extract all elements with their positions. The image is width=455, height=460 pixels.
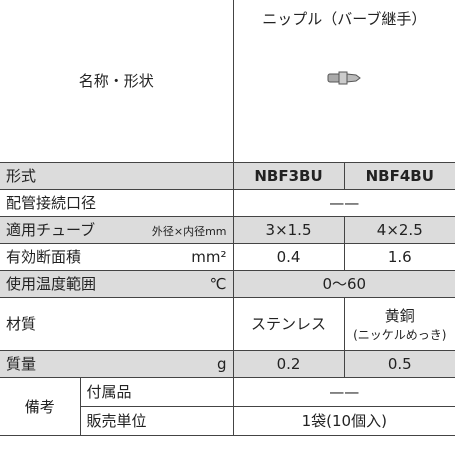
unit: 外径×内径mm — [151, 225, 227, 238]
cell: 1.6 — [343, 242, 455, 271]
cell: 黄銅 (ニッケルめっき) — [343, 296, 455, 351]
header-row: 名称・形状 ニップル（バーブ継手） — [0, 0, 455, 163]
cell: ステンレス — [232, 296, 345, 351]
material: 黄銅 — [384, 306, 415, 325]
cell: —— — [232, 376, 455, 407]
cell: 1袋(10個入) — [232, 405, 455, 436]
remark-label: 付属品 — [80, 376, 234, 407]
label-text: 適用チューブ — [6, 221, 96, 239]
label-text: 質量 — [6, 355, 37, 373]
product-name: ニップル（バーブ継手） — [262, 10, 427, 28]
cell: NBF4BU — [343, 161, 455, 190]
label-text: 有効断面積 — [6, 248, 82, 266]
cell: 0.2 — [232, 349, 345, 378]
row-label: 配管接続口径 — [0, 188, 234, 217]
cell: 0〜60 — [232, 269, 455, 298]
header-label: 名称・形状 — [0, 0, 234, 163]
material-note: (ニッケルめっき) — [353, 327, 447, 342]
row-label: 形式 — [0, 161, 234, 190]
spec-table: 名称・形状 ニップル（バーブ継手） 形式 NBF3BU NBF4BU 配管接続口径 —… — [0, 0, 455, 436]
row-label: 材質 — [0, 296, 234, 351]
row-label: 質量 g — [0, 349, 234, 378]
cell: 3×1.5 — [232, 215, 345, 244]
cell: 4×2.5 — [343, 215, 455, 244]
row-label: 適用チューブ 外径×内径mm — [0, 215, 234, 244]
unit: mm² — [191, 248, 227, 266]
cell: 0.4 — [232, 242, 345, 271]
header-label-text: 名称・形状 — [78, 72, 154, 91]
cell: —— — [232, 188, 455, 217]
unit: g — [216, 355, 227, 373]
cell: NBF3BU — [232, 161, 345, 190]
row-label: 使用温度範囲 ℃ — [0, 269, 234, 298]
remarks-label: 備考 — [0, 376, 81, 436]
row-label: 有効断面積 mm² — [0, 242, 234, 271]
remark-label: 販売単位 — [80, 405, 234, 436]
product-icon — [327, 71, 362, 85]
header-product: ニップル（バーブ継手） — [232, 0, 455, 163]
label-text: 使用温度範囲 — [6, 275, 97, 293]
unit: ℃ — [209, 275, 227, 293]
cell: 0.5 — [343, 349, 455, 378]
